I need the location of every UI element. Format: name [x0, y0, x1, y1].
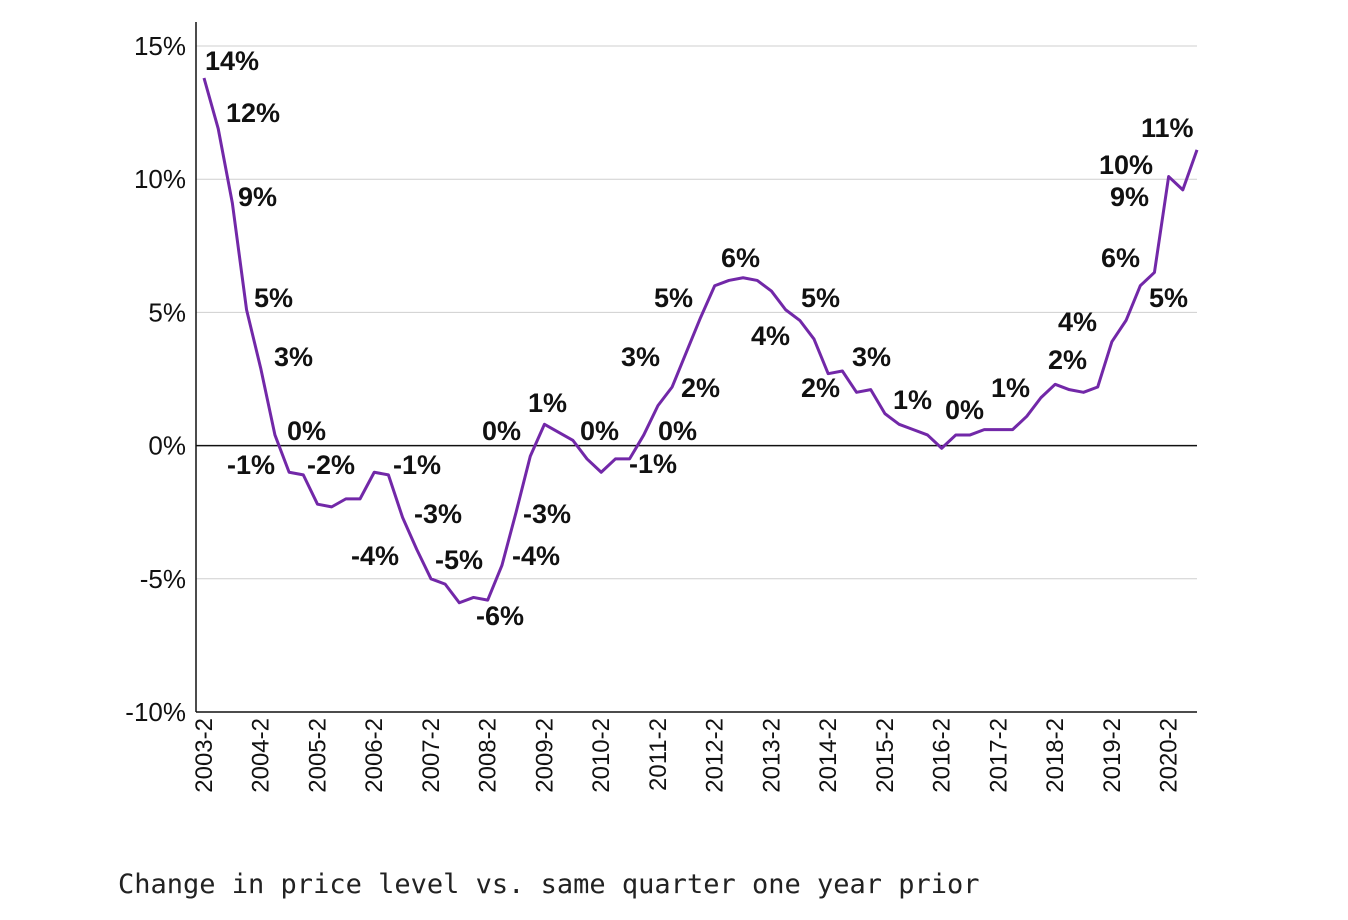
data-label: 12% [226, 98, 280, 128]
data-label: 14% [205, 46, 259, 76]
x-axis-ticks: 2003-2 2004-2 2005-2 2006-2 2007-2 2008-2 2009… [191, 718, 1183, 793]
data-label: -1% [393, 450, 441, 480]
x-tick-label: 2011-2 [645, 718, 672, 791]
x-tick-label: 2013-2 [758, 718, 785, 793]
data-label: -2% [307, 450, 355, 480]
x-tick-label: 2020-2 [1156, 718, 1183, 793]
data-label: 0% [482, 416, 521, 446]
data-label: 3% [621, 342, 660, 372]
data-label: 6% [721, 243, 760, 273]
data-label: 3% [274, 342, 313, 372]
data-label: -3% [414, 499, 462, 529]
x-tick-label: 2015-2 [872, 718, 899, 793]
x-tick-label: 2012-2 [702, 718, 729, 793]
data-label: 3% [852, 342, 891, 372]
data-label: -6% [476, 601, 524, 631]
data-label: 0% [658, 416, 697, 446]
x-tick-label: 2014-2 [815, 718, 842, 793]
x-tick-label: 2017-2 [985, 718, 1012, 793]
data-label: 1% [991, 373, 1030, 403]
y-axis-ticks: 15% 10% 5% 0% -5% -10% [125, 31, 186, 727]
x-tick-label: 2019-2 [1099, 718, 1126, 793]
x-tick-label: 2016-2 [929, 718, 956, 793]
data-label: 2% [1048, 345, 1087, 375]
data-label: -1% [227, 450, 275, 480]
data-label: 2% [801, 373, 840, 403]
y-tick-label: 0% [148, 431, 186, 461]
data-label: -4% [351, 541, 399, 571]
y-tick-label: 5% [148, 297, 186, 327]
y-tick-label: -10% [125, 697, 186, 727]
data-label: -4% [512, 541, 560, 571]
x-tick-label: 2010-2 [588, 718, 615, 793]
data-label: 5% [1149, 283, 1188, 313]
data-label: 9% [238, 182, 277, 212]
data-label: 4% [1058, 307, 1097, 337]
x-tick-label: 2005-2 [304, 718, 331, 793]
data-label: 5% [654, 283, 693, 313]
data-label: 9% [1110, 182, 1149, 212]
data-label: 5% [254, 283, 293, 313]
data-label: 4% [751, 321, 790, 351]
x-tick-label: 2009-2 [531, 718, 558, 793]
x-tick-label: 2006-2 [361, 718, 388, 793]
data-label: -1% [629, 449, 677, 479]
x-tick-label: 2008-2 [475, 718, 502, 793]
y-tick-label: 10% [134, 164, 186, 194]
data-label: 1% [893, 385, 932, 415]
series-line [202, 77, 1199, 605]
data-label: 6% [1101, 243, 1140, 273]
data-label: 11% [1141, 113, 1194, 143]
y-tick-label: -5% [140, 564, 186, 594]
data-label: 10% [1099, 150, 1153, 180]
data-label: 1% [528, 388, 567, 418]
x-tick-label: 2007-2 [418, 718, 445, 793]
x-tick-label: 2003-2 [191, 718, 218, 793]
data-label: -5% [435, 545, 483, 575]
chart-caption: Change in price level vs. same quarter o… [118, 869, 980, 900]
data-label: 2% [681, 373, 720, 403]
data-label: -3% [523, 499, 571, 529]
x-tick-label: 2004-2 [248, 718, 275, 793]
data-label: 0% [287, 416, 326, 446]
y-tick-label: 15% [134, 31, 186, 61]
data-label: 5% [801, 283, 840, 313]
data-labels: 14%12%9%5%3%0%-1% -2% -1%-4%-3%-5%-6%-4%-3… [205, 46, 1194, 631]
gridlines [196, 45, 1197, 580]
data-label: 0% [945, 395, 984, 425]
data-label: 0% [580, 416, 619, 446]
x-tick-label: 2018-2 [1042, 718, 1069, 793]
